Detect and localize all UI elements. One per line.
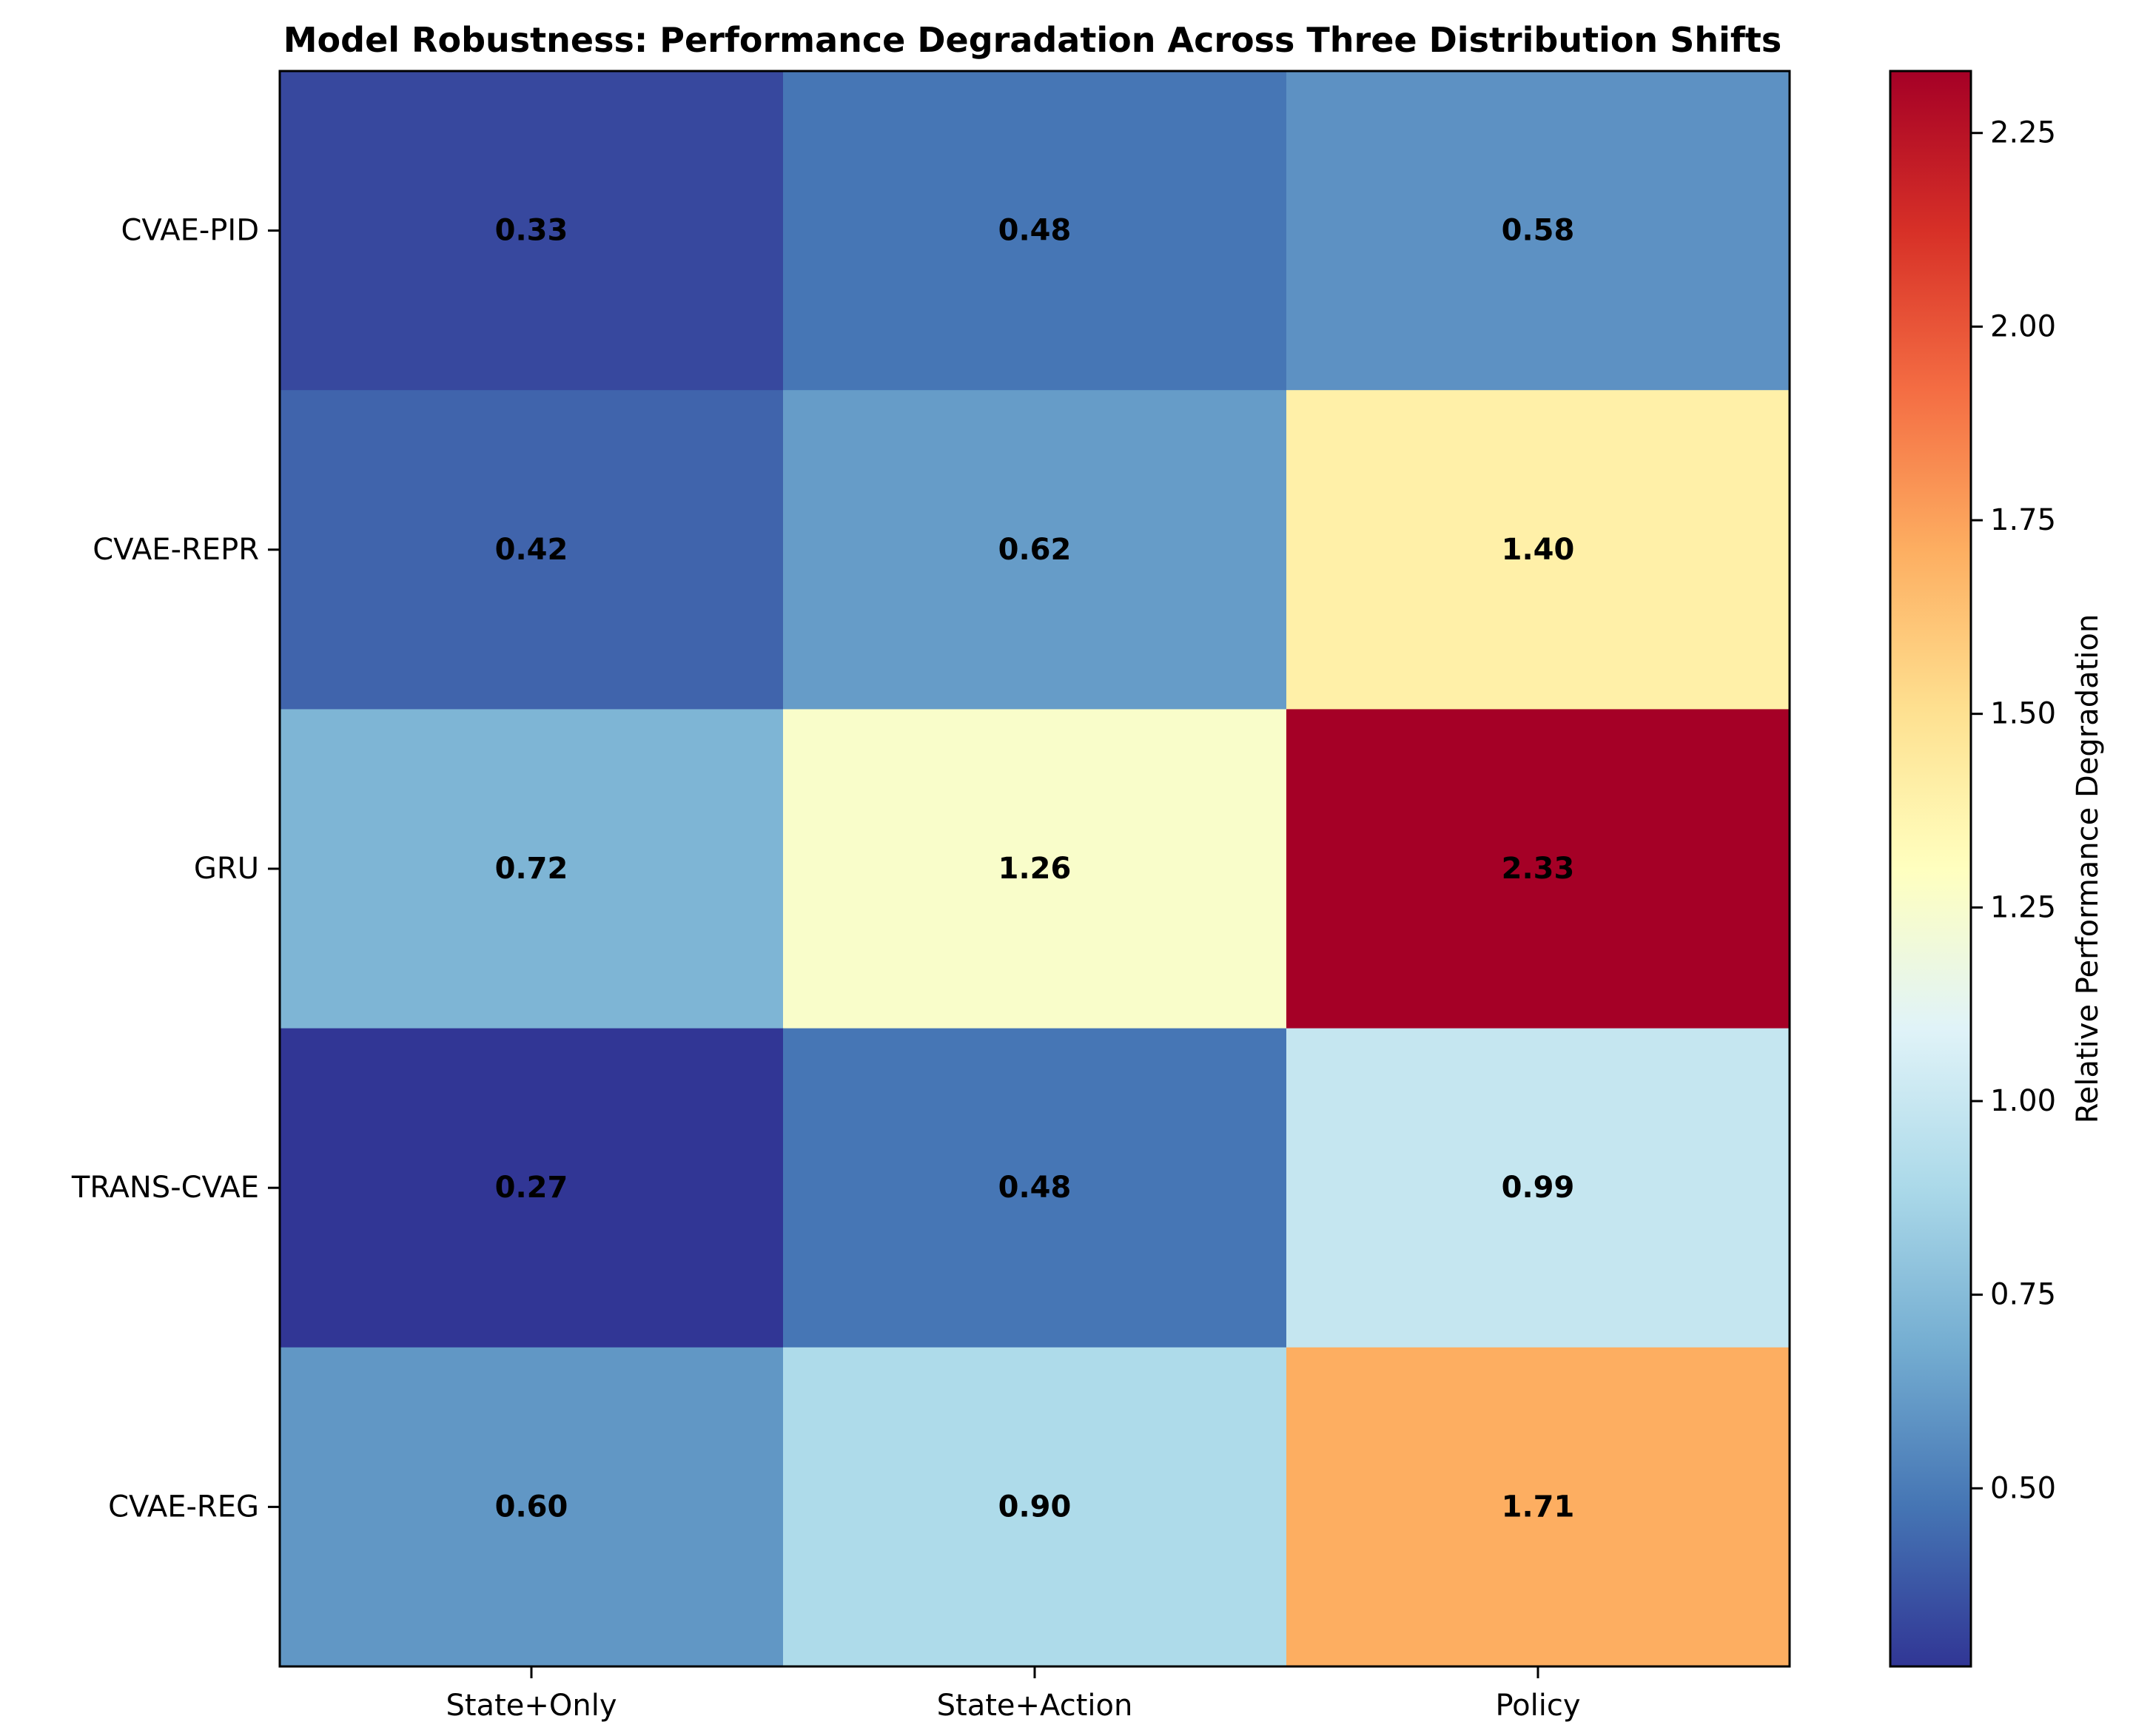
colorbar-tick-label: 1.75 bbox=[1990, 503, 2056, 537]
heatmap-cell bbox=[783, 71, 1287, 391]
colorbar-tick-label: 2.25 bbox=[1990, 116, 2056, 150]
cell-value-label: 0.58 bbox=[1502, 214, 1575, 248]
colorbar-tick-label: 1.25 bbox=[1990, 890, 2056, 924]
heatmap-cell bbox=[280, 390, 784, 710]
heatmap-cell bbox=[783, 1347, 1287, 1667]
heatmap-cell bbox=[1286, 390, 1790, 710]
heatmap-cell bbox=[1286, 1347, 1790, 1667]
colorbar-tick-label: 1.50 bbox=[1990, 697, 2056, 731]
colorbar-tick-label: 0.50 bbox=[1990, 1471, 2056, 1505]
cell-value-label: 0.33 bbox=[495, 214, 568, 248]
heatmap-cell bbox=[783, 709, 1287, 1029]
colorbar-tick-label: 1.00 bbox=[1990, 1084, 2056, 1118]
cell-value-label: 0.72 bbox=[495, 852, 568, 886]
y-tick-label: GRU bbox=[194, 852, 259, 886]
cell-value-label: 0.99 bbox=[1502, 1171, 1575, 1205]
y-tick-label: CVAE-REG bbox=[108, 1490, 259, 1524]
x-tick-label: State+Action bbox=[937, 1689, 1133, 1723]
cell-value-label: 0.90 bbox=[998, 1490, 1072, 1524]
colorbar-label: Relative Performance Degradation bbox=[2071, 614, 2105, 1124]
chart-title: Model Robustness: Performance Degradatio… bbox=[283, 20, 1781, 60]
cell-value-label: 1.71 bbox=[1502, 1490, 1575, 1524]
x-tick-label: State+Only bbox=[446, 1689, 617, 1723]
colorbar-tick-label: 0.75 bbox=[1990, 1278, 2056, 1312]
heatmap-cell bbox=[783, 1028, 1287, 1348]
cell-value-label: 2.33 bbox=[1502, 852, 1575, 886]
heatmap-cell bbox=[280, 71, 784, 391]
colorbar: 0.50 0.75 1.00 1.25 1.50 1.75 2.00 2.25 Relativ… bbox=[1889, 70, 2105, 1668]
y-tick-label: CVAE-REPR bbox=[93, 533, 259, 567]
heatmap-cells bbox=[280, 71, 1790, 1667]
colorbar-ticks: 0.50 0.75 1.00 1.25 1.50 1.75 2.00 2.25 bbox=[1971, 116, 2056, 1505]
x-tick-label: Policy bbox=[1495, 1689, 1580, 1723]
heatmap-cell bbox=[280, 1028, 784, 1348]
heatmap-cell bbox=[280, 709, 784, 1029]
heatmap-cell bbox=[1286, 709, 1790, 1029]
y-tick-label: TRANS-CVAE bbox=[71, 1171, 259, 1205]
x-axis: State+Only State+Action Policy bbox=[446, 1666, 1581, 1723]
cell-value-label: 0.62 bbox=[998, 533, 1072, 567]
heatmap-cell bbox=[1286, 1028, 1790, 1348]
cell-value-label: 1.26 bbox=[998, 852, 1072, 886]
y-axis: CVAE-PID CVAE-REPR GRU TRANS-CVAE CVAE-REG bbox=[71, 214, 280, 1524]
heatmap-cell bbox=[783, 390, 1287, 710]
cell-value-label: 0.60 bbox=[495, 1490, 568, 1524]
y-tick-label: CVAE-PID bbox=[121, 214, 259, 248]
cell-value-labels: 0.33 0.48 0.58 0.42 0.62 1.40 0.72 1.26 2.33 0.27… bbox=[495, 214, 1575, 1524]
cell-value-label: 0.42 bbox=[495, 533, 568, 567]
cell-value-label: 0.48 bbox=[998, 214, 1072, 248]
colorbar-tick-label: 2.00 bbox=[1990, 309, 2056, 343]
heatmap-cell bbox=[1286, 71, 1790, 391]
cell-value-label: 0.48 bbox=[998, 1171, 1072, 1205]
cell-value-label: 0.27 bbox=[495, 1171, 568, 1205]
heatmap-cell bbox=[280, 1347, 784, 1667]
cell-value-label: 1.40 bbox=[1502, 533, 1575, 567]
colorbar-gradient bbox=[1889, 70, 1972, 1668]
